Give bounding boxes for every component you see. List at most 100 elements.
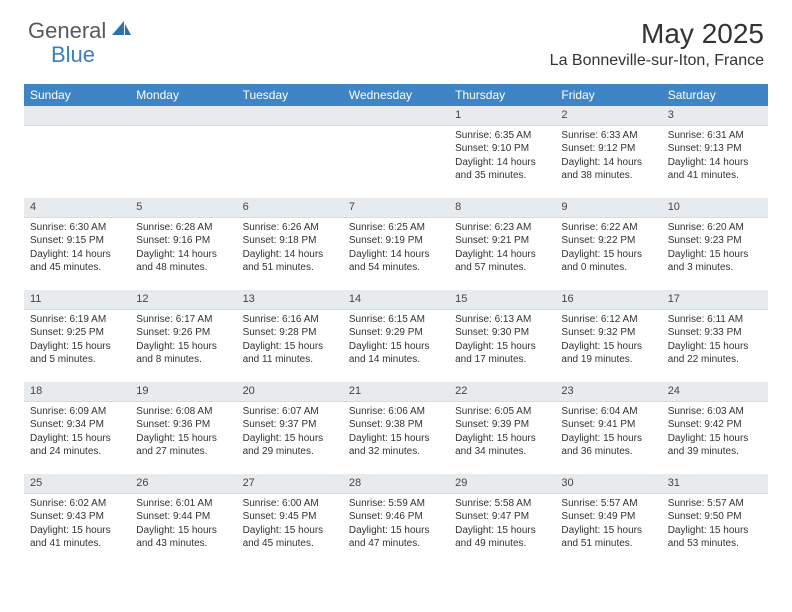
- daylight-line: Daylight: 15 hours and 24 minutes.: [30, 432, 124, 459]
- sunset-line: Sunset: 9:16 PM: [136, 234, 230, 248]
- day-number-bar: 13: [237, 290, 343, 310]
- brand-logo: General: [28, 18, 134, 44]
- sunset-line: Sunset: 9:39 PM: [455, 418, 549, 432]
- sunrise-line: Sunrise: 6:25 AM: [349, 221, 443, 235]
- calendar-day-cell: [130, 106, 236, 198]
- weekday-header: Monday: [130, 84, 236, 106]
- sunrise-line: Sunrise: 6:20 AM: [668, 221, 762, 235]
- daylight-line: Daylight: 14 hours and 48 minutes.: [136, 248, 230, 275]
- day-number-bar: [130, 106, 236, 126]
- sunrise-line: Sunrise: 6:12 AM: [561, 313, 655, 327]
- daylight-line: Daylight: 15 hours and 43 minutes.: [136, 524, 230, 551]
- sunset-line: Sunset: 9:10 PM: [455, 142, 549, 156]
- calendar-day-cell: 18Sunrise: 6:09 AMSunset: 9:34 PMDayligh…: [24, 382, 130, 474]
- weekday-header: Tuesday: [237, 84, 343, 106]
- sail-icon: [110, 19, 132, 44]
- daylight-line: Daylight: 15 hours and 45 minutes.: [243, 524, 337, 551]
- day-content: Sunrise: 6:17 AMSunset: 9:26 PMDaylight:…: [130, 310, 236, 371]
- day-number-bar: 3: [662, 106, 768, 126]
- sunset-line: Sunset: 9:28 PM: [243, 326, 337, 340]
- day-number-bar: 21: [343, 382, 449, 402]
- weekday-header: Sunday: [24, 84, 130, 106]
- sunrise-line: Sunrise: 6:07 AM: [243, 405, 337, 419]
- day-content: Sunrise: 6:23 AMSunset: 9:21 PMDaylight:…: [449, 218, 555, 279]
- sunrise-line: Sunrise: 6:00 AM: [243, 497, 337, 511]
- weekday-header: Thursday: [449, 84, 555, 106]
- day-content: Sunrise: 6:02 AMSunset: 9:43 PMDaylight:…: [24, 494, 130, 555]
- sunset-line: Sunset: 9:19 PM: [349, 234, 443, 248]
- day-number-bar: 23: [555, 382, 661, 402]
- day-number-bar: 6: [237, 198, 343, 218]
- sunset-line: Sunset: 9:13 PM: [668, 142, 762, 156]
- sunset-line: Sunset: 9:50 PM: [668, 510, 762, 524]
- calendar-day-cell: 12Sunrise: 6:17 AMSunset: 9:26 PMDayligh…: [130, 290, 236, 382]
- day-content: Sunrise: 6:00 AMSunset: 9:45 PMDaylight:…: [237, 494, 343, 555]
- daylight-line: Daylight: 15 hours and 47 minutes.: [349, 524, 443, 551]
- sunset-line: Sunset: 9:12 PM: [561, 142, 655, 156]
- calendar-day-cell: 15Sunrise: 6:13 AMSunset: 9:30 PMDayligh…: [449, 290, 555, 382]
- calendar-day-cell: 20Sunrise: 6:07 AMSunset: 9:37 PMDayligh…: [237, 382, 343, 474]
- calendar-day-cell: 24Sunrise: 6:03 AMSunset: 9:42 PMDayligh…: [662, 382, 768, 474]
- day-number-bar: 10: [662, 198, 768, 218]
- sunrise-line: Sunrise: 6:16 AM: [243, 313, 337, 327]
- calendar-day-cell: 9Sunrise: 6:22 AMSunset: 9:22 PMDaylight…: [555, 198, 661, 290]
- calendar-day-cell: 10Sunrise: 6:20 AMSunset: 9:23 PMDayligh…: [662, 198, 768, 290]
- calendar-day-cell: 30Sunrise: 5:57 AMSunset: 9:49 PMDayligh…: [555, 474, 661, 566]
- calendar-table: SundayMondayTuesdayWednesdayThursdayFrid…: [24, 84, 768, 566]
- daylight-line: Daylight: 14 hours and 38 minutes.: [561, 156, 655, 183]
- sunrise-line: Sunrise: 6:03 AM: [668, 405, 762, 419]
- calendar-day-cell: 8Sunrise: 6:23 AMSunset: 9:21 PMDaylight…: [449, 198, 555, 290]
- daylight-line: Daylight: 15 hours and 39 minutes.: [668, 432, 762, 459]
- day-content: Sunrise: 6:35 AMSunset: 9:10 PMDaylight:…: [449, 126, 555, 187]
- sunrise-line: Sunrise: 6:13 AM: [455, 313, 549, 327]
- sunset-line: Sunset: 9:37 PM: [243, 418, 337, 432]
- brand-text-general: General: [28, 18, 106, 44]
- daylight-line: Daylight: 15 hours and 41 minutes.: [30, 524, 124, 551]
- day-content: Sunrise: 6:03 AMSunset: 9:42 PMDaylight:…: [662, 402, 768, 463]
- weekday-row: SundayMondayTuesdayWednesdayThursdayFrid…: [24, 84, 768, 106]
- calendar-week-row: 11 Sunrise: 6:19 AMSunset: 9:25 PMDayligh…: [24, 290, 768, 382]
- sunrise-line: Sunrise: 6:06 AM: [349, 405, 443, 419]
- daylight-line: Daylight: 15 hours and 3 minutes.: [668, 248, 762, 275]
- day-number-bar: [24, 106, 130, 126]
- sunrise-line: Sunrise: 6:17 AM: [136, 313, 230, 327]
- calendar-week-row: 25Sunrise: 6:02 AMSunset: 9:43 PMDayligh…: [24, 474, 768, 566]
- day-content: Sunrise: 6:20 AMSunset: 9:23 PMDaylight:…: [662, 218, 768, 279]
- day-content: Sunrise: 6:30 AMSunset: 9:15 PMDaylight:…: [24, 218, 130, 279]
- day-number-bar: 29: [449, 474, 555, 494]
- sunset-line: Sunset: 9:21 PM: [455, 234, 549, 248]
- daylight-line: Daylight: 15 hours and 5 minutes.: [30, 340, 124, 367]
- day-number-bar: 9: [555, 198, 661, 218]
- daylight-line: Daylight: 15 hours and 53 minutes.: [668, 524, 762, 551]
- sunrise-line: Sunrise: 6:04 AM: [561, 405, 655, 419]
- sunrise-line: Sunrise: 6:09 AM: [30, 405, 124, 419]
- daylight-line: Daylight: 14 hours and 35 minutes.: [455, 156, 549, 183]
- day-number-bar: 19: [130, 382, 236, 402]
- weekday-header: Saturday: [662, 84, 768, 106]
- daylight-line: Daylight: 14 hours and 57 minutes.: [455, 248, 549, 275]
- sunrise-line: Sunrise: 6:05 AM: [455, 405, 549, 419]
- day-number-bar: 11: [24, 290, 130, 310]
- sunset-line: Sunset: 9:25 PM: [30, 326, 124, 340]
- day-number-bar: 17: [662, 290, 768, 310]
- day-number-bar: 28: [343, 474, 449, 494]
- day-content: Sunrise: 6:33 AMSunset: 9:12 PMDaylight:…: [555, 126, 661, 187]
- sunset-line: Sunset: 9:15 PM: [30, 234, 124, 248]
- daylight-line: Daylight: 14 hours and 41 minutes.: [668, 156, 762, 183]
- day-number-bar: 16: [555, 290, 661, 310]
- day-number-bar: 22: [449, 382, 555, 402]
- sunrise-line: Sunrise: 6:11 AM: [668, 313, 762, 327]
- calendar-day-cell: 28Sunrise: 5:59 AMSunset: 9:46 PMDayligh…: [343, 474, 449, 566]
- day-number-bar: 26: [130, 474, 236, 494]
- daylight-line: Daylight: 15 hours and 49 minutes.: [455, 524, 549, 551]
- sunrise-line: Sunrise: 6:19 AM: [30, 313, 124, 327]
- calendar-day-cell: 23Sunrise: 6:04 AMSunset: 9:41 PMDayligh…: [555, 382, 661, 474]
- day-number-bar: 24: [662, 382, 768, 402]
- sunset-line: Sunset: 9:30 PM: [455, 326, 549, 340]
- daylight-line: Daylight: 15 hours and 0 minutes.: [561, 248, 655, 275]
- calendar-day-cell: 22Sunrise: 6:05 AMSunset: 9:39 PMDayligh…: [449, 382, 555, 474]
- calendar-head: SundayMondayTuesdayWednesdayThursdayFrid…: [24, 84, 768, 106]
- calendar-day-cell: [24, 106, 130, 198]
- calendar-day-cell: 27Sunrise: 6:00 AMSunset: 9:45 PMDayligh…: [237, 474, 343, 566]
- calendar-day-cell: 14Sunrise: 6:15 AMSunset: 9:29 PMDayligh…: [343, 290, 449, 382]
